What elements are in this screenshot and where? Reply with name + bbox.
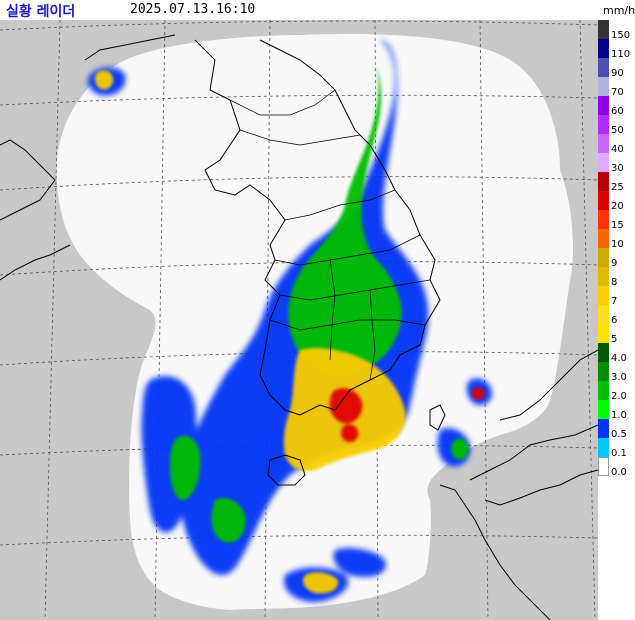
legend-swatch <box>598 324 609 343</box>
legend-item: 0.5 <box>598 419 635 440</box>
legend-item: 150 <box>598 20 635 41</box>
legend-item: 0.1 <box>598 438 635 459</box>
legend-label: 5 <box>611 334 618 345</box>
echo-intense-rain <box>329 387 485 443</box>
legend-swatch <box>598 20 609 39</box>
legend-item: 15 <box>598 210 635 231</box>
legend-label: 90 <box>611 68 624 79</box>
page-title: 실황 레이더 <box>6 4 76 20</box>
legend-swatch <box>598 286 609 305</box>
lat-lon-grid <box>0 20 598 620</box>
legend-swatch <box>598 134 609 153</box>
legend-swatch <box>598 96 609 115</box>
legend-item: 9 <box>598 248 635 269</box>
unit-label: mm/h <box>603 4 635 17</box>
legend-label: 2.0 <box>611 391 627 402</box>
legend-item: 2.0 <box>598 381 635 402</box>
legend-swatch <box>598 305 609 324</box>
legend-swatch <box>598 115 609 134</box>
header-bar: 실황 레이더 2025.07.13.16:10 mm/h <box>0 0 635 20</box>
legend-label: 7 <box>611 296 618 307</box>
legend-label: 8 <box>611 277 618 288</box>
legend-item: 60 <box>598 96 635 117</box>
legend-label: 6 <box>611 315 618 326</box>
legend-item: 8 <box>598 267 635 288</box>
legend-item: 4.0 <box>598 343 635 364</box>
legend-swatch <box>598 438 609 457</box>
legend-item: 50 <box>598 115 635 136</box>
legend-swatch <box>598 39 609 58</box>
legend-item: 1.0 <box>598 400 635 421</box>
legend-swatch <box>598 77 609 96</box>
legend-label: 0.0 <box>611 467 627 478</box>
legend-item: 110 <box>598 39 635 60</box>
legend-swatch <box>598 362 609 381</box>
legend-swatch <box>598 381 609 400</box>
legend-label: 0.1 <box>611 448 627 459</box>
legend-item: 3.0 <box>598 362 635 383</box>
legend-label: 40 <box>611 144 624 155</box>
legend-label: 1.0 <box>611 410 627 421</box>
echo-moderate-rain <box>170 65 469 543</box>
radar-map[interactable] <box>0 20 598 620</box>
legend-label: 3.0 <box>611 372 627 383</box>
legend-label: 4.0 <box>611 353 627 364</box>
legend-label: 0.5 <box>611 429 627 440</box>
legend-swatch <box>598 267 609 286</box>
legend-label: 15 <box>611 220 624 231</box>
legend-label: 110 <box>611 49 631 60</box>
coastline-outline <box>0 34 598 620</box>
legend-item: 0.0 <box>598 457 635 478</box>
radar-map-canvas <box>0 20 598 620</box>
legend-label: 50 <box>611 125 624 136</box>
legend-item: 5 <box>598 324 635 345</box>
legend-item: 10 <box>598 229 635 250</box>
legend-swatch <box>598 343 609 362</box>
legend-label: 20 <box>611 201 624 212</box>
legend-item: 7 <box>598 286 635 307</box>
legend-swatch <box>598 191 609 210</box>
observation-timestamp: 2025.07.13.16:10 <box>130 2 256 17</box>
legend-swatch <box>598 58 609 77</box>
legend-label: 70 <box>611 87 624 98</box>
legend-label: 60 <box>611 106 624 117</box>
legend-swatch <box>598 400 609 419</box>
legend-swatch <box>598 172 609 191</box>
legend-label: 9 <box>611 258 618 269</box>
legend-swatch <box>598 153 609 172</box>
legend-swatch <box>598 229 609 248</box>
legend-item: 90 <box>598 58 635 79</box>
legend-item: 40 <box>598 134 635 155</box>
precipitation-legend: 150 110 90 70 60 50 40 30 25 20 15 10 9 8 7 6 5 4.0 3.0 2.0… <box>598 20 635 605</box>
legend-label: 30 <box>611 163 624 174</box>
legend-swatch <box>598 457 609 476</box>
legend-item: 6 <box>598 305 635 326</box>
legend-swatch <box>598 419 609 438</box>
legend-item: 25 <box>598 172 635 193</box>
legend-item: 70 <box>598 77 635 98</box>
legend-item: 30 <box>598 153 635 174</box>
legend-swatch <box>598 248 609 267</box>
admin-boundaries <box>229 89 431 381</box>
legend-swatch <box>598 210 609 229</box>
legend-label: 25 <box>611 182 624 193</box>
legend-label: 150 <box>611 30 631 41</box>
legend-label: 10 <box>611 239 624 250</box>
legend-item: 20 <box>598 191 635 212</box>
